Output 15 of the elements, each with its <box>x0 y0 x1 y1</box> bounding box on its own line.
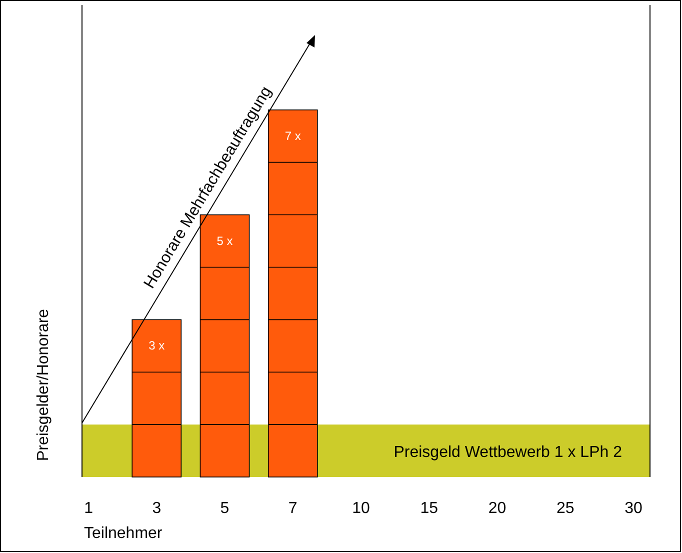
x-axis-title: Teilnehmer <box>84 525 163 542</box>
x-tick-label: 20 <box>488 500 506 517</box>
x-tick-label: 3 <box>152 500 162 517</box>
x-tick-label: 15 <box>420 500 438 517</box>
x-tick-label: 25 <box>556 500 574 517</box>
x-tick-label: 5 <box>220 500 230 517</box>
x-tick-label: 1 <box>84 500 94 517</box>
data-label: 5 x <box>216 234 233 248</box>
data-label: 7 x <box>284 128 301 143</box>
x-tick-label: 10 <box>352 500 370 517</box>
x-tick-label: 30 <box>624 500 642 517</box>
band-label: Preisgeld Wettbewerb 1 x LPh 2 <box>394 444 622 461</box>
x-tick-label: 7 <box>288 500 298 517</box>
data-label: 3 x <box>148 338 165 353</box>
y-axis-title: Preisgelder/Honorare <box>35 308 52 462</box>
